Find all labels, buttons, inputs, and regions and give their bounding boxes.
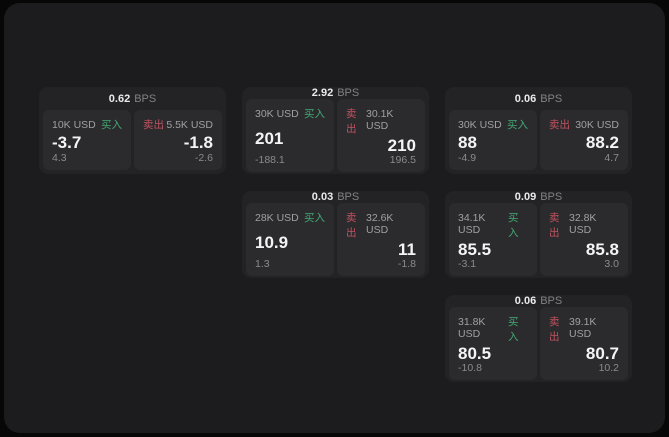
buy-size: 30K USD <box>458 119 502 131</box>
buy-side-label: 买入 <box>304 108 325 120</box>
sell-panel[interactable]: 卖出 39.1K USD 80.7 10.2 <box>540 307 628 380</box>
buy-sub-value: -188.1 <box>255 154 285 166</box>
sell-side-label: 卖出 <box>346 212 357 239</box>
sell-size: 5.5K USD <box>166 119 213 131</box>
sell-side-label: 卖出 <box>549 212 560 239</box>
bps-value: 2.92 <box>311 87 334 99</box>
sell-side-label: 卖出 <box>549 316 560 343</box>
buy-panel[interactable]: 28K USD 买入 10.9 1.3 <box>246 203 334 276</box>
quote-card-1: 0.62 BPS 10K USD 买入 -3.7 4.3 卖出 5.5K USD <box>39 87 226 174</box>
buy-side-label: 买入 <box>304 212 325 224</box>
buy-side-label: 买入 <box>101 119 122 131</box>
sell-sub-value: -1.8 <box>397 258 416 270</box>
buy-panel[interactable]: 30K USD 买入 88 -4.9 <box>449 110 537 170</box>
buy-panel[interactable]: 30K USD 买入 201 -188.1 <box>246 99 334 172</box>
sell-sub-value: -2.6 <box>194 152 213 164</box>
card-header: 0.62 BPS <box>39 87 226 110</box>
app-window: 0.62 BPS 10K USD 买入 -3.7 4.3 卖出 5.5K USD <box>4 3 665 433</box>
buy-price: 88 <box>458 133 477 152</box>
bps-unit-label: BPS <box>540 92 563 105</box>
buy-side-label: 买入 <box>508 212 519 239</box>
card-header: 0.06 BPS <box>445 87 632 110</box>
sell-panel[interactable]: 卖出 32.8K USD 85.8 3.0 <box>540 203 628 276</box>
sell-panel[interactable]: 卖出 30.1K USD 210 196.5 <box>337 99 425 172</box>
sell-sub-value: 10.2 <box>598 362 619 374</box>
quote-card-4: 0.03 BPS 28K USD 买入 10.9 1.3 卖出 32.6K US… <box>242 191 429 278</box>
buy-price: -3.7 <box>52 133 82 152</box>
bps-value: 0.62 <box>108 92 131 105</box>
buy-price: 80.5 <box>458 344 492 363</box>
buy-price: 85.5 <box>458 240 492 259</box>
sell-panel[interactable]: 卖出 32.6K USD 11 -1.8 <box>337 203 425 276</box>
buy-size: 31.8K USD <box>458 316 486 340</box>
sell-side-label: 卖出 <box>346 108 357 135</box>
buy-panel[interactable]: 10K USD 买入 -3.7 4.3 <box>43 110 131 170</box>
sell-price: 11 <box>398 240 416 259</box>
buy-price: 10.9 <box>255 232 289 252</box>
buy-price: 201 <box>255 128 284 148</box>
bps-value: 0.03 <box>311 191 334 203</box>
sell-size: 32.8K USD <box>568 212 597 236</box>
buy-side-label: 买入 <box>508 316 519 343</box>
bps-unit-label: BPS <box>134 92 157 105</box>
sell-panel[interactable]: 卖出 30K USD 88.2 4.7 <box>540 110 628 170</box>
bps-value: 0.06 <box>514 92 537 105</box>
buy-side-label: 买入 <box>507 119 528 131</box>
sell-price: -1.8 <box>183 133 213 152</box>
sell-size: 39.1K USD <box>568 316 597 340</box>
buy-sub-value: -10.8 <box>458 362 482 374</box>
sell-size: 30.1K USD <box>365 108 394 132</box>
quote-card-6: 0.06 BPS 31.8K USD 买入 80.5 -10.8 卖出 39.1… <box>445 295 632 382</box>
buy-size: 30K USD <box>255 108 299 120</box>
sell-price: 80.7 <box>585 344 619 363</box>
sell-price: 88.2 <box>585 133 619 152</box>
sell-sub-value: 3.0 <box>604 258 619 270</box>
sell-sub-value: 4.7 <box>604 152 619 164</box>
card-header: 0.03 BPS <box>242 191 429 203</box>
buy-size: 10K USD <box>52 119 96 131</box>
buy-sub-value: 1.3 <box>255 258 270 270</box>
card-header: 0.09 BPS <box>445 191 632 203</box>
bps-unit-label: BPS <box>337 191 360 203</box>
quote-card-3: 0.06 BPS 30K USD 买入 88 -4.9 卖出 30K USD <box>445 87 632 174</box>
sell-size: 32.6K USD <box>365 212 394 236</box>
bps-unit-label: BPS <box>540 295 563 307</box>
bps-unit-label: BPS <box>540 191 563 203</box>
buy-sub-value: -3.1 <box>458 258 477 270</box>
card-header: 2.92 BPS <box>242 87 429 99</box>
bps-unit-label: BPS <box>337 87 360 99</box>
sell-panel[interactable]: 卖出 5.5K USD -1.8 -2.6 <box>134 110 222 170</box>
bps-value: 0.06 <box>514 295 537 307</box>
sell-side-label: 卖出 <box>549 119 570 131</box>
quote-card-2: 2.92 BPS 30K USD 买入 201 -188.1 卖出 30.1K … <box>242 87 429 174</box>
quote-card-5: 0.09 BPS 34.1K USD 买入 85.5 -3.1 卖出 32.8K… <box>445 191 632 278</box>
sell-size: 30K USD <box>575 119 619 131</box>
quote-card-grid: 0.62 BPS 10K USD 买入 -3.7 4.3 卖出 5.5K USD <box>39 87 632 382</box>
sell-price: 210 <box>387 136 416 155</box>
buy-panel[interactable]: 31.8K USD 买入 80.5 -10.8 <box>449 307 537 380</box>
buy-sub-value: 4.3 <box>52 152 67 164</box>
buy-panel[interactable]: 34.1K USD 买入 85.5 -3.1 <box>449 203 537 276</box>
sell-sub-value: 196.5 <box>389 154 416 166</box>
card-header: 0.06 BPS <box>445 295 632 307</box>
buy-sub-value: -4.9 <box>458 152 477 164</box>
sell-side-label: 卖出 <box>143 119 164 131</box>
sell-price: 85.8 <box>585 240 619 259</box>
bps-value: 0.09 <box>514 191 537 203</box>
buy-size: 34.1K USD <box>458 212 486 236</box>
buy-size: 28K USD <box>255 212 299 224</box>
